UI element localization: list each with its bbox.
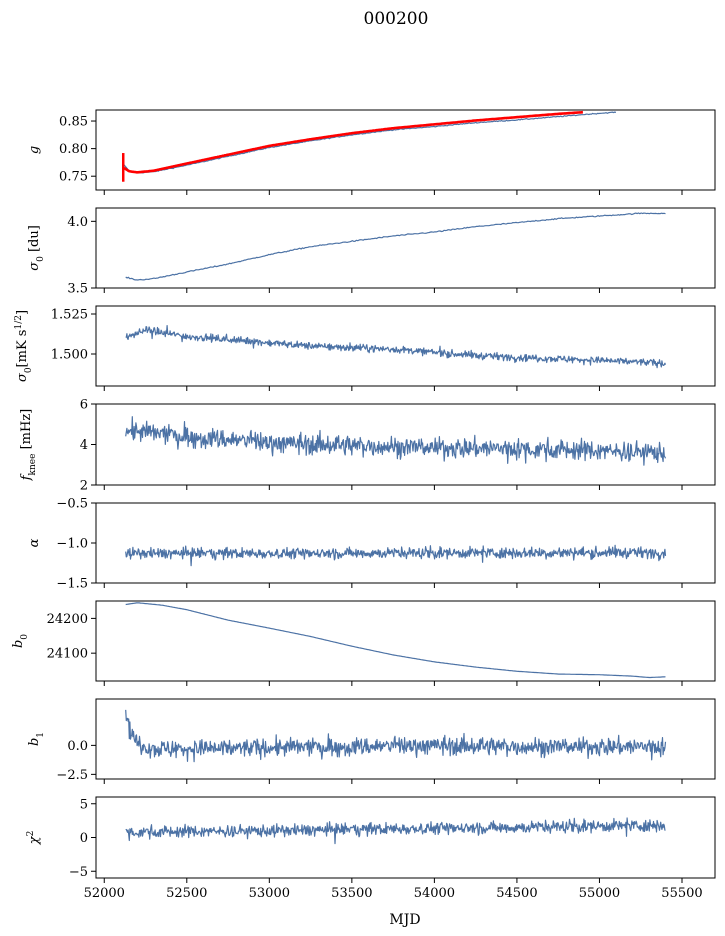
y-axis-label: g bbox=[27, 146, 42, 154]
plot-area bbox=[125, 709, 667, 763]
y-axis-label: χ2 bbox=[26, 831, 42, 846]
plot-area bbox=[125, 325, 667, 369]
y-tick-label: −2.5 bbox=[56, 768, 88, 783]
panels: 0.75 0.80 0.85 g 3.5 4.0 σ0 [du] 1.500 1.525 σ0[m… bbox=[11, 109, 716, 901]
axes-frame bbox=[95, 698, 716, 780]
y-tick-label: 4.0 bbox=[67, 215, 88, 230]
y-axis-label: σ0 [du] bbox=[27, 225, 46, 271]
plot-area bbox=[125, 212, 666, 281]
series-line bbox=[125, 212, 666, 281]
y-tick-label: −0.5 bbox=[56, 497, 88, 512]
figure-title: 000200 bbox=[364, 9, 429, 29]
series-line bbox=[125, 544, 667, 567]
y-tick-label: 0.80 bbox=[59, 142, 88, 157]
y-tick-label: 3.5 bbox=[67, 282, 88, 297]
panel-2: 3.5 4.0 σ0 [du] bbox=[27, 207, 716, 297]
x-tick-label: 54000 bbox=[414, 886, 455, 901]
series-line bbox=[125, 709, 667, 763]
panel-8: −5 0 5 52000 52500 53000 53500 54000 54500 55000 5… bbox=[26, 796, 716, 901]
y-axis-label: σ0[mK s1/2] bbox=[14, 310, 34, 382]
plot-area bbox=[125, 544, 667, 567]
x-tick-label: 55000 bbox=[579, 886, 620, 901]
x-tick-label: 55500 bbox=[661, 886, 702, 901]
plot-area bbox=[125, 602, 666, 679]
plot-area bbox=[125, 416, 667, 466]
x-tick-label: 53000 bbox=[249, 886, 290, 901]
axes-frame bbox=[95, 207, 716, 289]
panel-7: −2.5 0.0 b1 bbox=[27, 698, 716, 784]
axes-frame bbox=[95, 502, 716, 584]
series-line bbox=[125, 602, 666, 679]
y-tick-label: 0.0 bbox=[67, 739, 88, 754]
y-tick-label: −5 bbox=[69, 865, 88, 880]
y-tick-label: 4 bbox=[80, 438, 88, 453]
panel-5: −1.5 −1.0 −0.5 α bbox=[27, 497, 716, 592]
y-tick-label: 1.500 bbox=[51, 348, 88, 363]
y-tick-label: 2 bbox=[80, 479, 88, 494]
y-tick-label: 1.525 bbox=[51, 308, 88, 323]
series-line bbox=[125, 817, 666, 845]
panel-6: 24100 24200 b0 bbox=[11, 600, 716, 686]
y-tick-label: −1.5 bbox=[56, 577, 88, 592]
y-axis-label: fknee [mHz] bbox=[19, 409, 38, 482]
axes-frame bbox=[95, 109, 716, 191]
series-line bbox=[125, 325, 667, 369]
panel-1: 0.75 0.80 0.85 g bbox=[27, 109, 716, 195]
series-line bbox=[125, 416, 667, 466]
series-line bbox=[123, 111, 617, 174]
axes-frame bbox=[95, 305, 716, 387]
y-tick-label: 0.85 bbox=[59, 115, 88, 130]
y-tick-label: 24200 bbox=[47, 612, 88, 627]
x-axis-label: MJD bbox=[389, 912, 420, 928]
y-axis-label: b0 bbox=[11, 634, 30, 648]
axes-frame bbox=[95, 600, 716, 682]
plot-area bbox=[125, 817, 666, 845]
x-tick-label: 53500 bbox=[331, 886, 372, 901]
panel-4: 2 4 6 fknee [mHz] bbox=[19, 398, 716, 494]
y-tick-label: 6 bbox=[80, 398, 88, 413]
y-tick-label: 0 bbox=[80, 831, 88, 846]
panel-3: 1.500 1.525 σ0[mK s1/2] bbox=[14, 305, 716, 391]
fit-line bbox=[123, 110, 584, 174]
y-axis-label: b1 bbox=[27, 732, 46, 746]
y-tick-label: 0.75 bbox=[59, 170, 88, 185]
y-tick-label: −1.0 bbox=[56, 537, 88, 552]
x-tick-label: 52000 bbox=[84, 886, 125, 901]
plot-area bbox=[121, 110, 617, 182]
x-tick-label: 52500 bbox=[166, 886, 207, 901]
x-tick-label: 54500 bbox=[496, 886, 537, 901]
y-tick-label: 5 bbox=[80, 797, 88, 812]
y-axis-label: α bbox=[27, 538, 42, 547]
y-tick-label: 24100 bbox=[47, 647, 88, 662]
